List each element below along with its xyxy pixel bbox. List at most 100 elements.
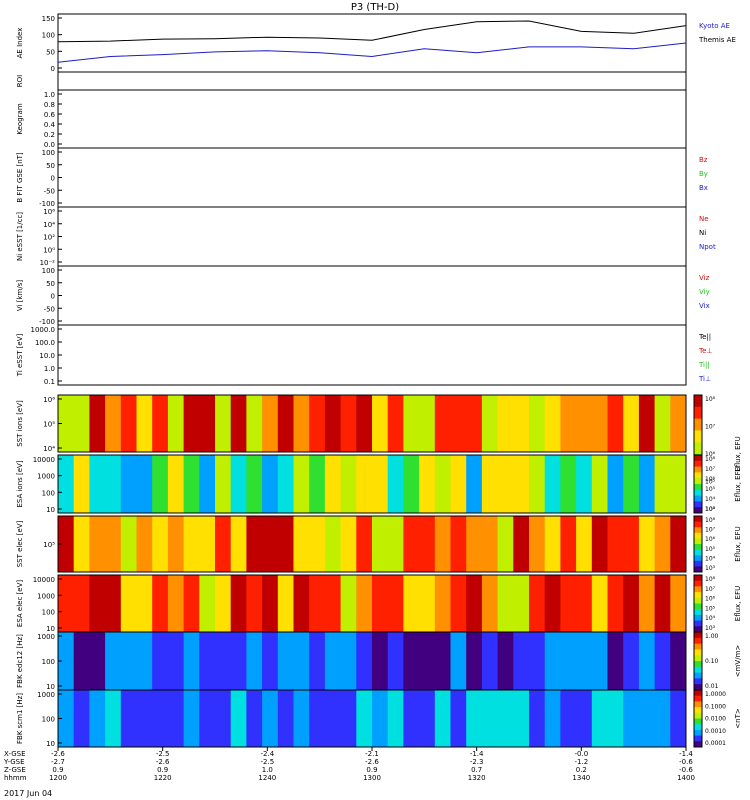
- x-row-label: Z-GSE: [4, 766, 26, 774]
- spectrogram-cell: [246, 395, 263, 452]
- spectrogram-cell: [372, 632, 389, 690]
- colorbar-tick-label: 10⁷: [705, 527, 716, 534]
- spectrogram-cell: [230, 395, 247, 452]
- colorbar-frame: [693, 689, 703, 748]
- spectrogram-cell: [183, 516, 200, 572]
- spectrogram-cell: [262, 455, 279, 513]
- colorbar-label: Eflux, EFU: [734, 436, 742, 471]
- panel-frame: [57, 13, 687, 73]
- y-tick-label: 10²: [43, 234, 55, 242]
- spectrogram-cell: [419, 395, 436, 452]
- colorbar-tick-label: 10⁸: [705, 456, 716, 463]
- spectrogram-cell: [199, 395, 216, 452]
- panel-fbk_b: FBK scm1 [Hz] 1000 100 10: [16, 689, 687, 748]
- colorbar-tick-label: 10⁴: [705, 615, 716, 622]
- spectrogram-cell: [309, 690, 326, 747]
- spectrogram-cell: [324, 690, 342, 747]
- y-tick-label: 10.0: [39, 352, 55, 360]
- colorbar-swatch: [694, 632, 702, 639]
- colorbar-swatch: [694, 495, 702, 502]
- colorbar-4: 1.00 0.10 0.01 <mV/m>: [693, 631, 742, 691]
- panel-frame: [57, 265, 687, 326]
- panel-frame: [57, 206, 687, 267]
- spectrogram-cell: [136, 455, 153, 513]
- colorbar-swatch: [694, 418, 702, 431]
- y-tick-label: -100: [39, 200, 55, 208]
- spectrogram-cell: [544, 516, 561, 572]
- panel-density: Ni eSST [1/cc] 10⁶ 10⁴ 10² 10⁰ 10⁻² Ne Ni Npot: [16, 206, 716, 267]
- spectrogram-cell: [167, 575, 185, 632]
- spectrogram-cell: [481, 455, 499, 513]
- spectrogram-cell: [277, 575, 294, 632]
- x-tick-label: -1.2: [574, 758, 588, 766]
- colorbar-swatch: [694, 609, 702, 616]
- spectrogram-cell: [450, 395, 467, 452]
- spectrogram-cell: [277, 516, 294, 572]
- legend-entry: Npot: [699, 243, 716, 251]
- spectrogram-cell: [560, 455, 577, 513]
- spectrogram-cell: [183, 632, 200, 690]
- colorbar-tick-label: 10⁷: [705, 586, 716, 593]
- spectrogram-cell: [670, 516, 687, 572]
- colorbar-tick-label: 10³: [705, 506, 716, 513]
- series-line-kyoto-ae: [57, 42, 687, 63]
- spectrogram-cell: [58, 575, 75, 632]
- y-tick-label: 0.6: [44, 111, 56, 119]
- spectrogram-cell: [670, 575, 687, 632]
- x-tick-label: 1400: [677, 774, 695, 782]
- x-tick-label: 0.9: [157, 766, 168, 774]
- spectrogram-cell: [560, 632, 577, 690]
- x-tick-label: 1300: [363, 774, 381, 782]
- spectrogram-cell: [183, 575, 200, 632]
- x-tick-label: 1.0: [262, 766, 273, 774]
- colorbar-swatch: [694, 484, 702, 491]
- x-tick-label: -0.6: [679, 758, 693, 766]
- spectrogram-cell: [654, 516, 671, 572]
- x-tick-label: -0.0: [574, 750, 588, 758]
- legend-entry: Bz: [699, 156, 708, 164]
- x-tick-label: -2.6: [51, 750, 65, 758]
- spectrogram-cell: [607, 516, 624, 572]
- y-tick-label: 10⁴: [43, 221, 55, 229]
- spectrogram-cell: [152, 395, 169, 452]
- spectrogram-cell: [419, 632, 436, 690]
- spectrogram-cell: [262, 516, 279, 572]
- spectrogram-cell: [120, 690, 137, 747]
- spectrogram-cell: [623, 395, 640, 452]
- colorbar-swatch: [694, 521, 702, 528]
- spectrogram-cell: [576, 395, 593, 452]
- x-row-label: Y-GSE: [3, 758, 25, 766]
- spectrogram-cell: [89, 395, 106, 452]
- colorbar-tick-label: 0.0010: [705, 728, 726, 735]
- legend-entry: Ni: [699, 229, 706, 237]
- spectrogram-cell: [230, 690, 247, 747]
- colorbar-swatch: [694, 489, 702, 497]
- y-tick-label: 100: [42, 609, 55, 617]
- spectrogram-cell: [309, 575, 326, 632]
- spectrogram-cell: [152, 516, 169, 572]
- colorbar-tick-label: 10³: [705, 625, 716, 632]
- y-tick-label: 1.0: [44, 91, 55, 99]
- spectrogram-cell: [560, 395, 577, 452]
- spectrogram-cell: [309, 516, 326, 572]
- spectrogram-cell: [167, 632, 185, 690]
- colorbar-swatch: [694, 712, 702, 719]
- spectrogram-cell: [576, 575, 593, 632]
- spectrogram-cell: [497, 395, 514, 452]
- x-tick-label: 0.2: [576, 766, 587, 774]
- y-tick-label: 10⁵: [43, 421, 55, 429]
- spectrogram-cell: [89, 632, 106, 690]
- colorbar-swatch: [694, 695, 702, 702]
- y-tick-label: 50: [46, 48, 55, 56]
- panel-ylabel: ESA ions [eV]: [16, 460, 24, 507]
- spectrogram-cell: [529, 516, 546, 572]
- legend-entry: Te||: [698, 333, 711, 341]
- spectrogram-cell: [466, 395, 483, 452]
- spectrogram-cell: [544, 632, 561, 690]
- spectrogram-cell: [654, 632, 671, 690]
- spectrogram-cell: [450, 575, 467, 632]
- colorbar-swatch: [694, 684, 702, 691]
- y-tick-label: -50: [44, 187, 55, 195]
